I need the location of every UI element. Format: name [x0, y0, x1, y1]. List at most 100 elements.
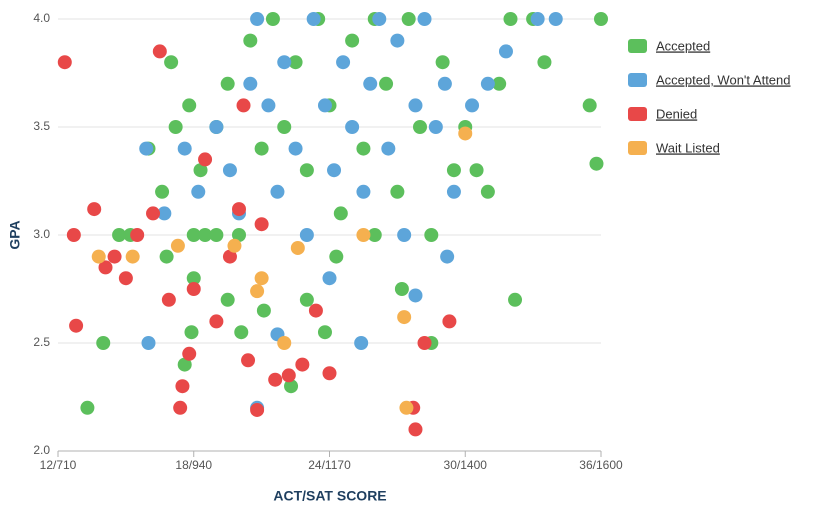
x-axis-title: ACT/SAT SCORE	[273, 488, 386, 504]
y-tick-label: 4.0	[33, 11, 50, 25]
point	[130, 228, 145, 242]
point	[118, 271, 133, 286]
point	[209, 314, 224, 329]
legend-label[interactable]: Accepted	[656, 38, 710, 53]
point	[157, 206, 172, 221]
x-tick-label: 12/710	[40, 458, 77, 472]
point	[299, 163, 314, 178]
point	[265, 12, 280, 26]
legend-swatch[interactable]	[628, 73, 647, 87]
point	[177, 357, 192, 372]
legend-swatch[interactable]	[628, 107, 647, 121]
point	[424, 228, 439, 242]
point	[367, 228, 382, 242]
point	[594, 12, 608, 26]
point	[408, 422, 423, 437]
point	[381, 141, 396, 156]
point	[537, 55, 552, 70]
point	[345, 33, 360, 48]
x-tick-label: 30/1400	[444, 458, 488, 472]
point	[435, 55, 450, 70]
point	[345, 120, 360, 134]
point	[336, 55, 351, 70]
point	[397, 228, 412, 242]
point	[227, 238, 242, 253]
point	[254, 141, 269, 156]
point	[152, 44, 167, 59]
point	[159, 249, 174, 264]
point	[503, 12, 518, 26]
legend-label[interactable]: Denied	[656, 106, 697, 121]
point	[589, 156, 604, 171]
point	[356, 228, 371, 242]
point	[480, 184, 495, 199]
point	[96, 336, 111, 350]
point	[66, 228, 81, 242]
point	[91, 249, 106, 264]
point	[394, 282, 409, 296]
point	[139, 141, 154, 156]
point	[363, 76, 378, 91]
point	[399, 400, 414, 415]
point	[69, 318, 84, 333]
point	[288, 55, 303, 70]
point	[469, 163, 484, 178]
point	[182, 98, 197, 113]
point	[401, 12, 416, 26]
point	[413, 120, 427, 134]
point	[299, 292, 314, 307]
point	[198, 152, 213, 167]
point	[222, 163, 237, 178]
point	[299, 228, 314, 242]
point	[268, 372, 283, 387]
point	[492, 76, 507, 91]
legend-swatch[interactable]	[628, 141, 647, 155]
point	[498, 44, 513, 59]
point	[390, 33, 405, 48]
point	[277, 336, 292, 350]
point	[428, 120, 443, 134]
y-tick-label: 3.0	[33, 227, 50, 241]
point	[161, 292, 176, 307]
point	[417, 12, 432, 26]
point	[254, 217, 269, 232]
point	[250, 12, 265, 26]
point	[170, 238, 185, 253]
point	[193, 163, 208, 178]
point	[333, 206, 348, 221]
point	[232, 202, 246, 217]
point	[256, 303, 271, 318]
point	[356, 184, 371, 199]
x-tick-label: 18/940	[175, 458, 212, 472]
legend-label[interactable]: Wait Listed	[656, 140, 720, 155]
point	[186, 228, 201, 242]
legend-label[interactable]: Accepted, Won't Attend	[656, 72, 791, 87]
point	[354, 336, 369, 350]
point	[177, 141, 192, 156]
point	[437, 76, 452, 91]
point	[372, 12, 387, 26]
point	[290, 240, 305, 255]
point	[277, 120, 292, 134]
point	[390, 184, 405, 199]
point	[281, 368, 296, 383]
point	[458, 126, 473, 141]
point	[329, 249, 344, 264]
point	[220, 292, 235, 307]
point	[417, 336, 432, 350]
point	[530, 12, 545, 26]
y-tick-label: 2.0	[33, 443, 50, 457]
legend-swatch[interactable]	[628, 39, 647, 53]
point	[317, 98, 332, 113]
point	[243, 76, 258, 91]
point	[236, 98, 251, 113]
y-tick-label: 3.5	[33, 119, 50, 133]
point	[241, 353, 256, 368]
point	[198, 228, 213, 242]
point	[322, 366, 337, 381]
point	[222, 249, 237, 264]
point	[288, 141, 303, 156]
point	[322, 271, 337, 286]
point	[508, 292, 523, 307]
